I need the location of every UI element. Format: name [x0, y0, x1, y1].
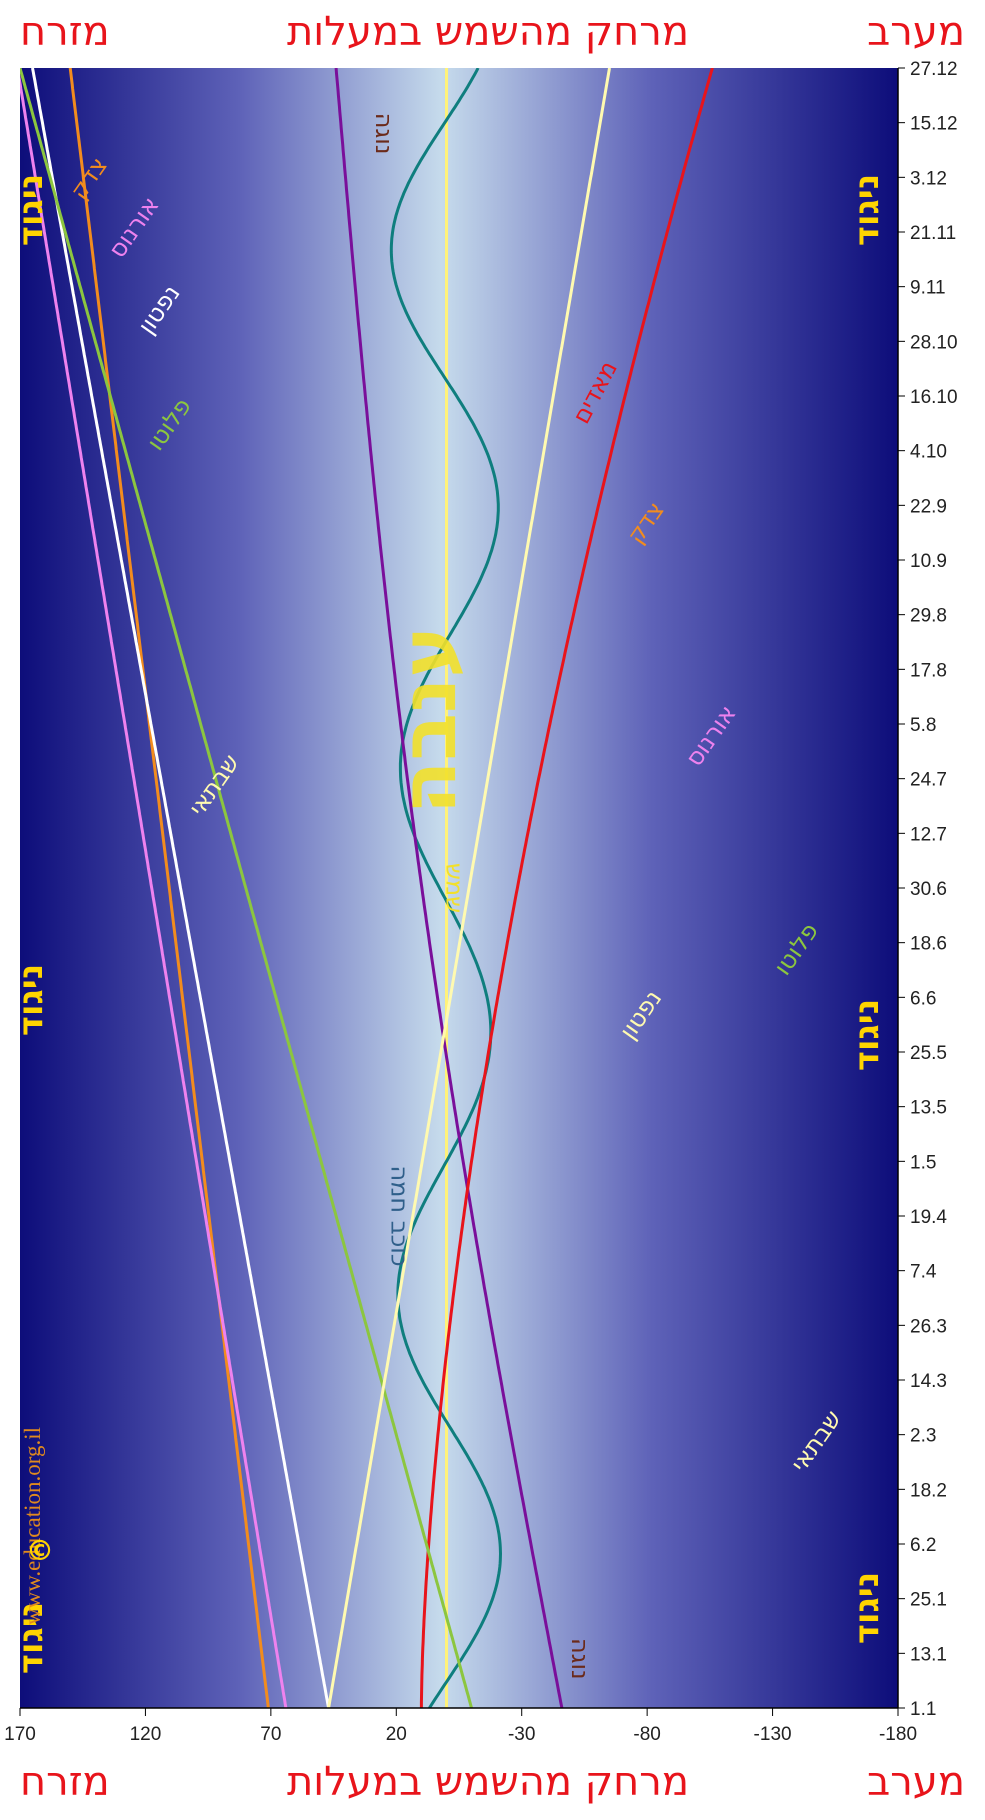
- y-tick-label: 10.9: [910, 551, 947, 572]
- y-tick-label: 12.7: [910, 824, 947, 845]
- series-line-mars: [419, 68, 714, 1708]
- y-tick-label: 24.7: [910, 770, 947, 791]
- y-tick-label: 19.4: [910, 1207, 947, 1228]
- header-bottom-east: מזרח: [20, 1759, 110, 1805]
- x-tick-label: -30: [508, 1724, 535, 1745]
- x-tick-label: 120: [130, 1724, 162, 1745]
- header-top-title: מרחק מהשמש במעלות: [287, 9, 689, 55]
- series-label-venus: נוגה: [566, 1638, 594, 1680]
- y-tick-label: 26.3: [910, 1316, 947, 1337]
- series-line-uranus: [20, 74, 288, 1708]
- header-top-east: מזרח: [20, 9, 110, 55]
- y-tick-label: 1.1: [910, 1699, 936, 1720]
- y-tick-label: 22.9: [910, 496, 947, 517]
- y-tick-label: 27.12: [910, 59, 958, 80]
- y-tick-label: 3.12: [910, 168, 947, 189]
- y-axis-ticks: 1.1 13.1 25.1 6.2 18.2 2.3 14.3 26.3 7.4 19.4 1.5 1…: [898, 59, 958, 1720]
- plot-background: [20, 68, 898, 1708]
- y-tick-label: 13.5: [910, 1098, 947, 1119]
- series-label-mercury: כוכב חמה: [385, 1165, 413, 1266]
- y-tick-label: 1.5: [910, 1152, 936, 1173]
- y-tick-label: 15.12: [910, 114, 958, 135]
- opposition-label-right-3: ניגוד: [847, 1572, 887, 1644]
- x-tick-label: -130: [754, 1724, 792, 1745]
- copyright-icon: ©: [26, 1534, 54, 1567]
- y-tick-label: 2.3: [910, 1426, 936, 1447]
- watermark: www.education.org.il: [20, 1427, 45, 1625]
- opposition-label-left-1: ניגוד: [11, 174, 51, 246]
- y-tick-label: 6.6: [910, 988, 936, 1009]
- series-label-venus: נוגה: [370, 113, 398, 155]
- x-tick-label: 20: [386, 1724, 407, 1745]
- y-tick-label: 7.4: [910, 1262, 937, 1283]
- header-top-west: מערב: [867, 9, 965, 55]
- opposition-label-left-3: ניגוד: [11, 1602, 51, 1674]
- x-tick-label: -180: [879, 1724, 917, 1745]
- x-tick-label: -80: [633, 1724, 660, 1745]
- series-line-venus: [334, 68, 564, 1708]
- series-line-saturn: [327, 68, 611, 1708]
- y-tick-label: 17.8: [910, 660, 947, 681]
- y-tick-label: 18.6: [910, 934, 947, 955]
- header-bottom-west: מערב: [867, 1759, 965, 1805]
- series-line-pluto: [20, 68, 473, 1708]
- series-line-neptune: [31, 68, 331, 1708]
- y-tick-label: 30.6: [910, 879, 947, 900]
- x-axis-ticks: 170 120 70 20 -30 -80 -130 -180: [4, 1708, 917, 1745]
- y-tick-label: 6.2: [910, 1535, 936, 1556]
- y-tick-label: 14.3: [910, 1371, 947, 1392]
- y-tick-label: 5.8: [910, 715, 936, 736]
- y-tick-label: 25.1: [910, 1590, 947, 1611]
- y-tick-label: 16.10: [910, 387, 958, 408]
- series-line-mercury: [389, 68, 502, 1708]
- x-tick-label: 170: [4, 1724, 36, 1745]
- y-tick-label: 29.8: [910, 606, 947, 627]
- plot-area: [20, 68, 714, 1708]
- y-tick-label: 18.2: [910, 1480, 947, 1501]
- series-line-jupiter: [68, 68, 270, 1708]
- big-sun-glyphs: ענבה: [384, 626, 474, 814]
- y-tick-label: 9.11: [910, 278, 946, 299]
- header-bottom-title: מרחק מהשמש במעלות: [287, 1759, 689, 1805]
- opposition-label-right-2: ניגוד: [847, 999, 887, 1071]
- y-tick-label: 25.5: [910, 1043, 947, 1064]
- x-tick-label: 70: [260, 1724, 281, 1745]
- watermark-text: www.education.org.il: [20, 1427, 45, 1625]
- y-tick-label: 4.10: [910, 442, 947, 463]
- opposition-label-left-2: ניגוד: [11, 964, 51, 1036]
- series-label-sun: שמש: [441, 863, 469, 913]
- opposition-label-right-1: ניגוד: [847, 174, 887, 246]
- y-tick-label: 13.1: [910, 1644, 947, 1665]
- y-tick-label: 21.11: [910, 223, 956, 244]
- y-tick-label: 28.10: [910, 332, 958, 353]
